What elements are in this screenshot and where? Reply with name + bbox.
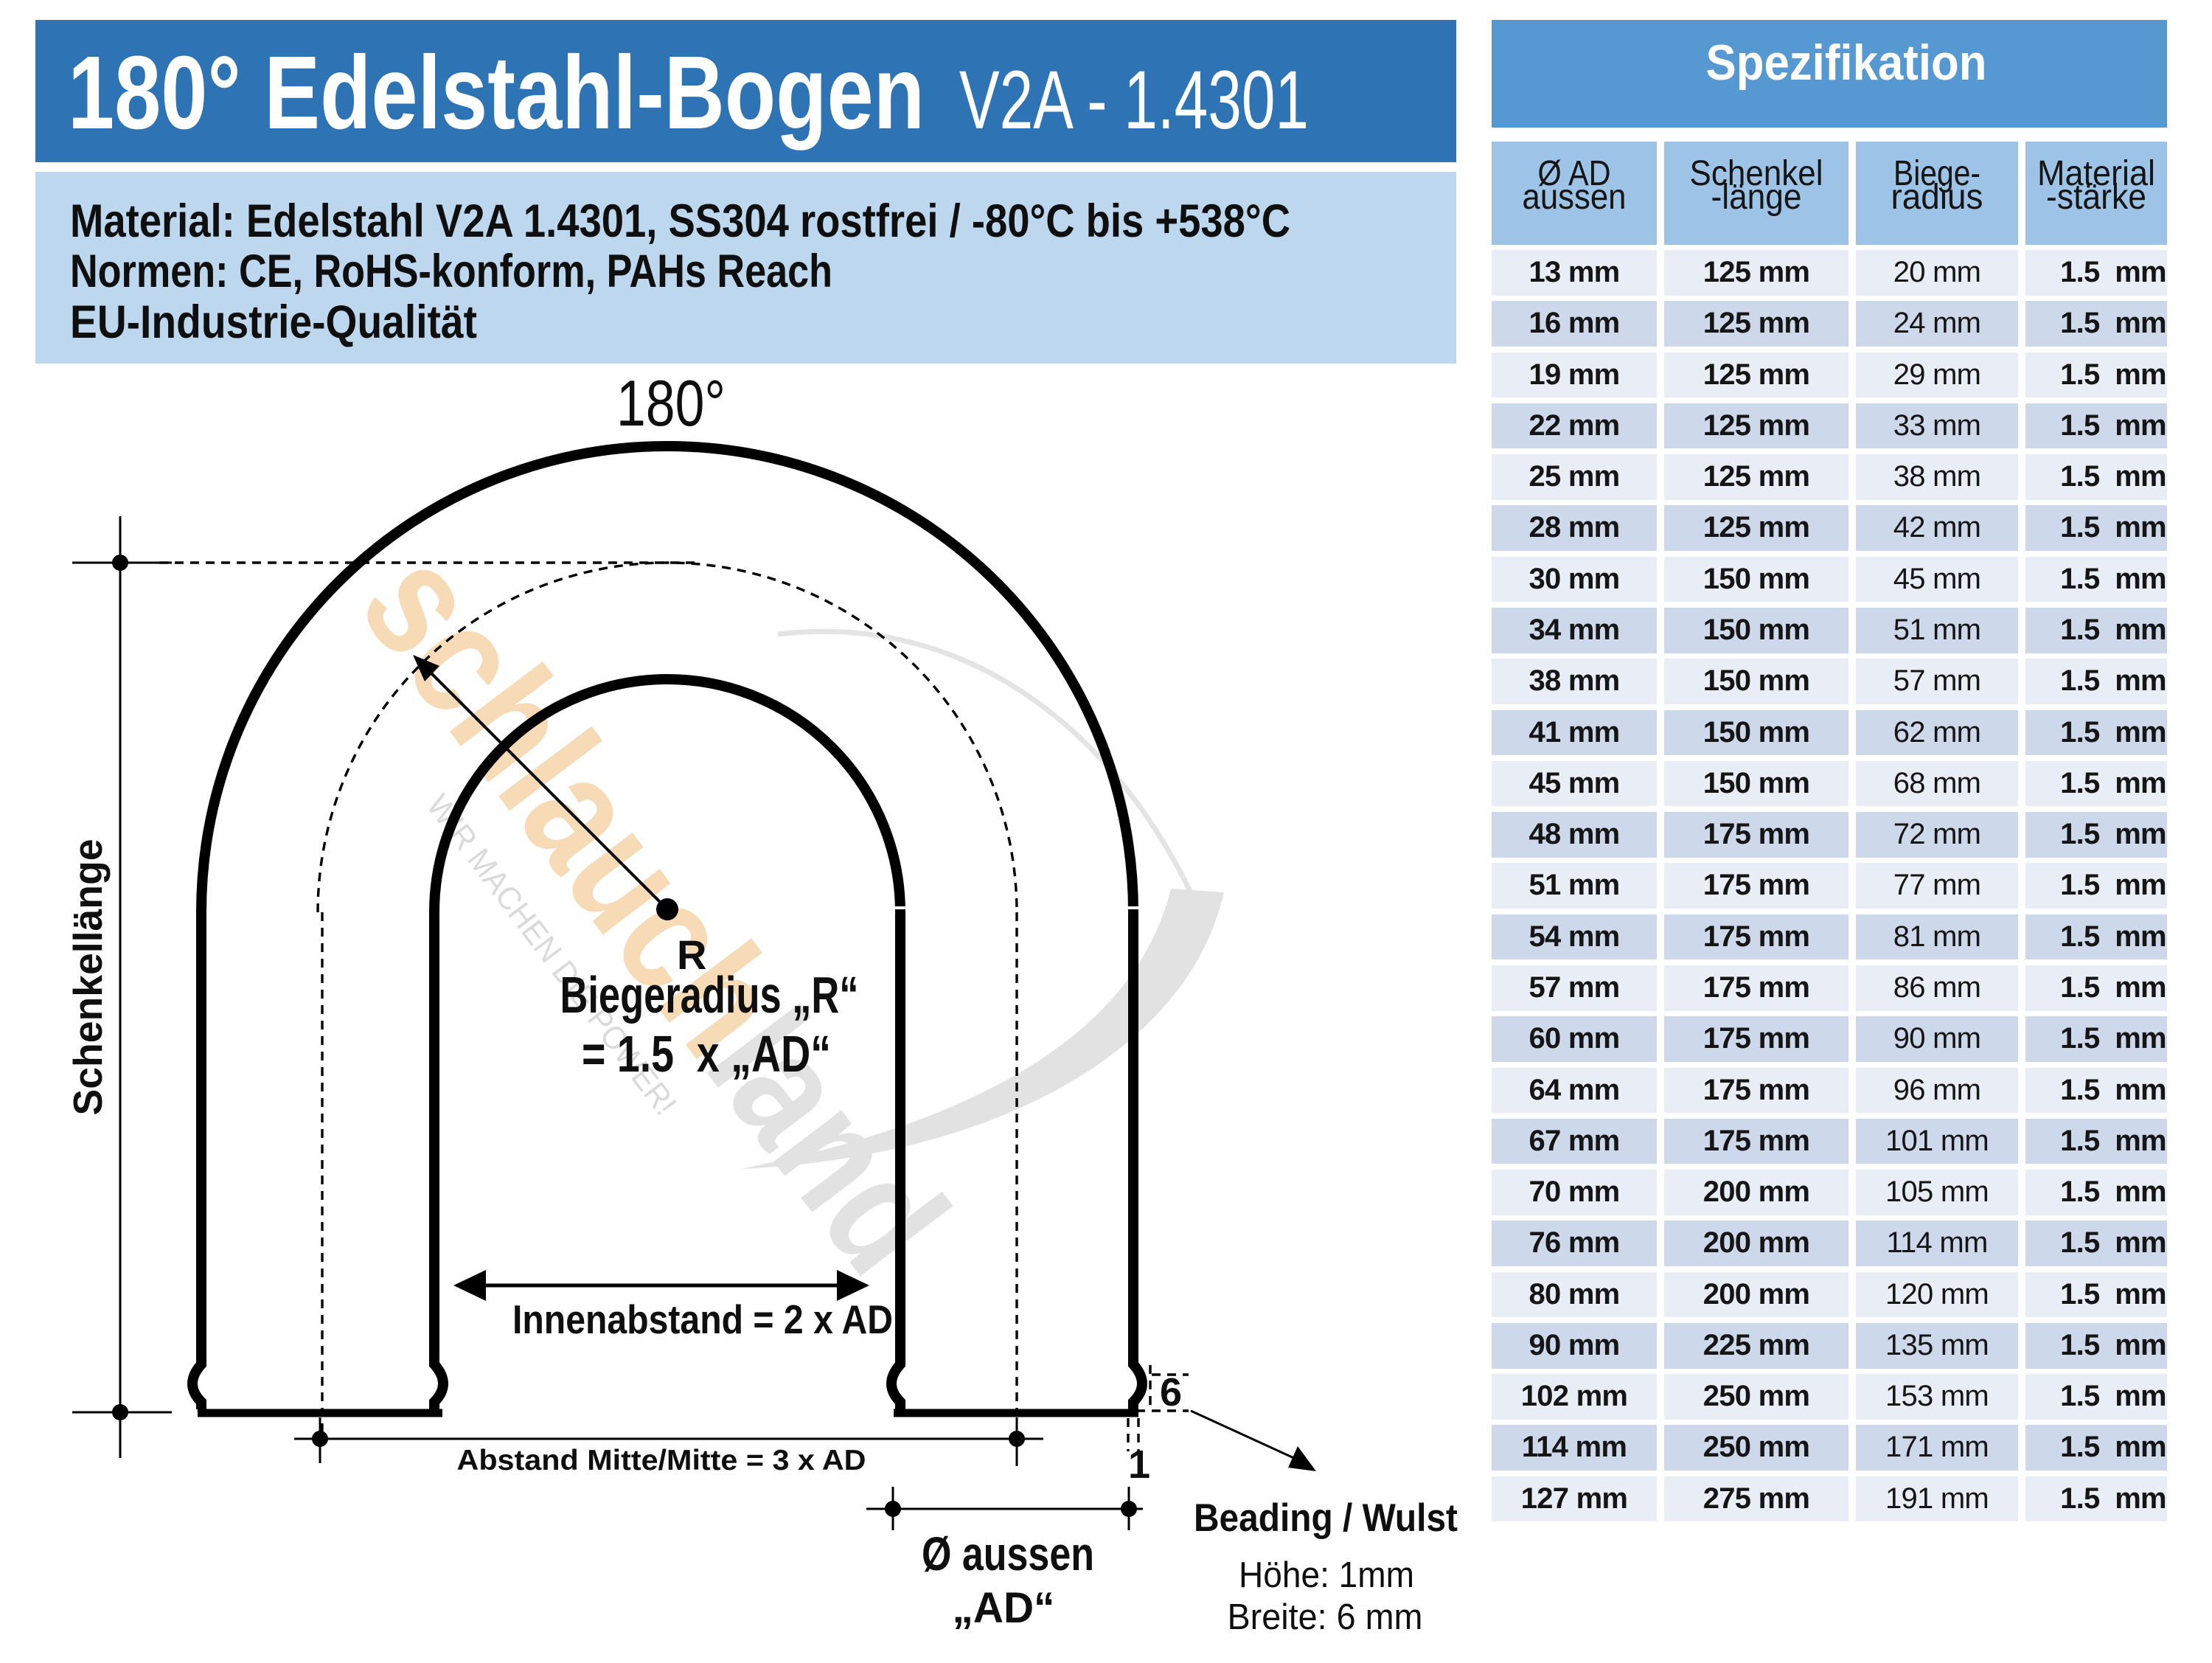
svg-text:Biege-: Biege- xyxy=(1893,154,1980,193)
svg-text:Biegeradius „R“: Biegeradius „R“ xyxy=(560,966,859,1024)
svg-text:Abstand Mitte/Mitte = 3 x AD: Abstand Mitte/Mitte = 3 x AD xyxy=(457,1445,866,1476)
svg-text:EU-Industrie-Qualität: EU-Industrie-Qualität xyxy=(70,296,477,348)
svg-text:Normen: CE, RoHS-konform, PAHs: Normen: CE, RoHS-konform, PAHs Reach xyxy=(70,246,832,297)
svg-text:= 1.5 x „AD“: = 1.5 x „AD“ xyxy=(582,1025,831,1083)
svg-text:Spezifikation: Spezifikation xyxy=(1706,35,1987,91)
svg-text:-stärke: -stärke xyxy=(2046,178,2146,217)
svg-text:-länge: -länge xyxy=(1711,178,1802,217)
svg-text:Schenkellänge: Schenkellänge xyxy=(65,839,111,1116)
svg-text:Material: Material xyxy=(2037,154,2155,193)
svg-text:6: 6 xyxy=(1160,1370,1182,1414)
svg-text:180° Edelstahl-Bogen: 180° Edelstahl-Bogen xyxy=(68,34,925,150)
svg-text:Ø AD: Ø AD xyxy=(1538,154,1611,193)
svg-text:Schenkel: Schenkel xyxy=(1690,154,1823,193)
svg-text:Beading / Wulst: Beading / Wulst xyxy=(1194,1496,1458,1540)
svg-text:R: R xyxy=(677,931,706,978)
svg-text:radius: radius xyxy=(1891,178,1983,217)
svg-text:Material: Edelstahl V2A 1.4301: Material: Edelstahl V2A 1.4301, SS304 ro… xyxy=(70,195,1290,247)
svg-text:1: 1 xyxy=(1128,1442,1150,1487)
svg-text:Innenabstand = 2 x AD: Innenabstand = 2 x AD xyxy=(512,1296,893,1342)
svg-text:180°: 180° xyxy=(616,367,726,440)
svg-text:„AD“: „AD“ xyxy=(953,1584,1055,1632)
svg-text:aussen: aussen xyxy=(1523,178,1627,217)
svg-text:Ø aussen: Ø aussen xyxy=(922,1527,1094,1580)
svg-text:Höhe: 1mm: Höhe: 1mm xyxy=(1239,1555,1414,1595)
svg-text:Breite: 6 mm: Breite: 6 mm xyxy=(1228,1597,1423,1637)
svg-text:V2A - 1.4301: V2A - 1.4301 xyxy=(959,54,1309,146)
